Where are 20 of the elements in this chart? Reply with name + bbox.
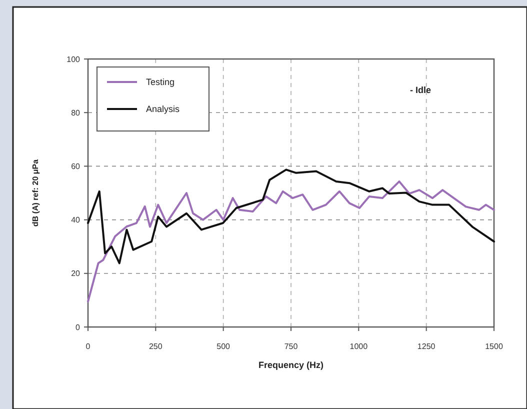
- x-tick-label: 500: [216, 342, 231, 351]
- x-tick-label: 1250: [417, 342, 436, 351]
- y-tick-label: 100: [66, 54, 81, 64]
- y-axis-title: dB (A) ref: 20 μPa: [31, 158, 40, 227]
- annotation: - Idle: [410, 85, 432, 95]
- x-tick-label: 0: [86, 342, 91, 351]
- y-tick-label: 20: [71, 269, 81, 278]
- x-axis-title: Frequency (Hz): [258, 360, 324, 370]
- legend-label: Analysis: [146, 104, 180, 114]
- y-tick-label: 80: [71, 108, 81, 118]
- line-series: [87, 180, 495, 303]
- x-tick-label: 750: [284, 342, 298, 351]
- y-tick-label: 60: [71, 162, 81, 171]
- x-tick-label: 250: [148, 342, 163, 351]
- y-tick-label: 40: [71, 216, 81, 225]
- x-tick-label: 1500: [485, 342, 504, 351]
- line-series: [87, 168, 495, 264]
- legend-label: Testing: [146, 77, 175, 88]
- y-tick-label: 0: [76, 322, 81, 332]
- x-tick-label: 1000: [350, 342, 368, 351]
